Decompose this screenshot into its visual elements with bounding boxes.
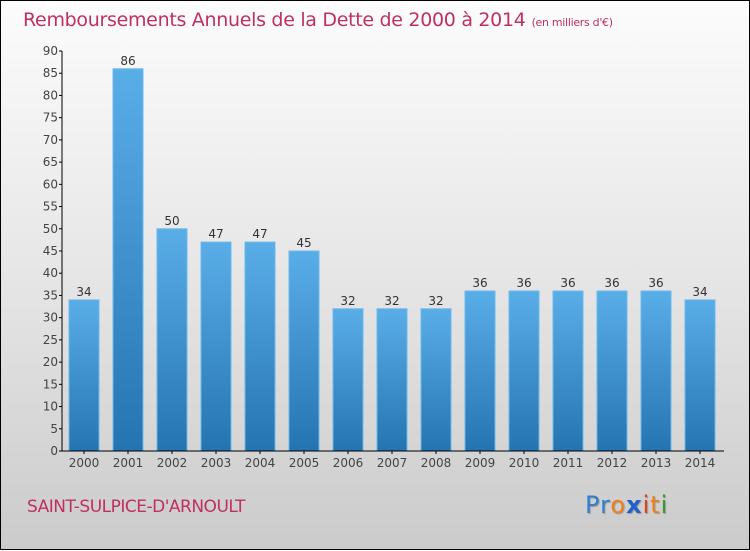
x-tick-label: 2014 — [685, 456, 716, 470]
y-tick-label: 30 — [43, 311, 58, 325]
bar — [376, 308, 408, 452]
logo-letter: o — [610, 491, 627, 519]
x-tick-label: 2013 — [641, 456, 672, 470]
x-tick-label: 2006 — [333, 456, 364, 470]
y-tick-label: 90 — [43, 44, 58, 58]
bar — [596, 290, 628, 452]
bar-value-label: 36 — [648, 276, 663, 290]
x-tick-label: 2012 — [597, 456, 628, 470]
bar-value-label: 36 — [516, 276, 531, 290]
bar — [640, 290, 672, 452]
bar — [156, 228, 188, 452]
logo-letter: x — [626, 491, 643, 519]
y-tick-label: 75 — [43, 111, 58, 125]
logo-letter: P — [585, 491, 601, 519]
bar-value-label: 36 — [560, 276, 575, 290]
bar — [200, 241, 232, 452]
bar-value-label: 36 — [604, 276, 619, 290]
y-tick-label: 10 — [43, 400, 58, 414]
bar — [112, 68, 144, 452]
y-tick-label: 60 — [43, 177, 58, 191]
logo-letter: t — [650, 491, 661, 519]
bar — [288, 250, 320, 452]
x-tick-label: 2007 — [377, 456, 408, 470]
x-tick-label: 2009 — [465, 456, 496, 470]
x-tick-label: 2000 — [69, 456, 100, 470]
y-tick-label: 20 — [43, 355, 58, 369]
bar — [684, 299, 716, 452]
y-tick-label: 80 — [43, 88, 58, 102]
y-tick-label: 15 — [43, 377, 58, 391]
y-tick-label: 25 — [43, 333, 58, 347]
x-tick-label: 2001 — [113, 456, 144, 470]
y-tick-label: 45 — [43, 244, 58, 258]
bar-value-label: 32 — [428, 294, 443, 308]
bar-value-label: 47 — [252, 227, 267, 241]
bar — [508, 290, 540, 452]
y-tick-label: 35 — [43, 288, 58, 302]
y-tick-label: 5 — [50, 422, 58, 436]
chart-title-main: Remboursements Annuels de la Dette de 20… — [23, 9, 526, 31]
proxiti-logo[interactable]: Proxiti — [585, 491, 668, 519]
x-tick-label: 2003 — [201, 456, 232, 470]
bar-value-label: 34 — [76, 285, 91, 299]
bar-value-label: 45 — [296, 236, 311, 250]
bar — [68, 299, 100, 452]
y-tick-label: 0 — [50, 444, 58, 458]
bar — [420, 308, 452, 452]
bar-value-label: 32 — [384, 294, 399, 308]
bar — [464, 290, 496, 452]
bar-value-label: 32 — [340, 294, 355, 308]
y-tick-label: 40 — [43, 266, 58, 280]
logo-letter: i — [660, 491, 669, 519]
x-tick-label: 2011 — [553, 456, 584, 470]
x-tick-label: 2004 — [245, 456, 276, 470]
bar — [552, 290, 584, 452]
x-tick-label: 2005 — [289, 456, 320, 470]
commune-name: SAINT-SULPICE-D'ARNOULT — [27, 497, 245, 517]
bar — [244, 241, 276, 452]
x-tick-label: 2002 — [157, 456, 188, 470]
y-tick-label: 50 — [43, 222, 58, 236]
bar-value-label: 86 — [120, 54, 135, 68]
logo-letter: r — [600, 491, 611, 519]
y-tick-label: 85 — [43, 66, 58, 80]
x-tick-label: 2010 — [509, 456, 540, 470]
bar-value-label: 47 — [208, 227, 223, 241]
logo-letter: i — [642, 491, 651, 519]
chart-title-unit: (en milliers d'€) — [531, 16, 613, 29]
bar-value-label: 34 — [692, 285, 707, 299]
chart-title: Remboursements Annuels de la Dette de 20… — [23, 9, 613, 31]
x-tick-label: 2008 — [421, 456, 452, 470]
bar-value-label: 36 — [472, 276, 487, 290]
y-tick-label: 65 — [43, 155, 58, 169]
y-tick-label: 55 — [43, 200, 58, 214]
y-tick-label: 70 — [43, 133, 58, 147]
bar-value-label: 50 — [164, 214, 179, 228]
bar — [332, 308, 364, 452]
